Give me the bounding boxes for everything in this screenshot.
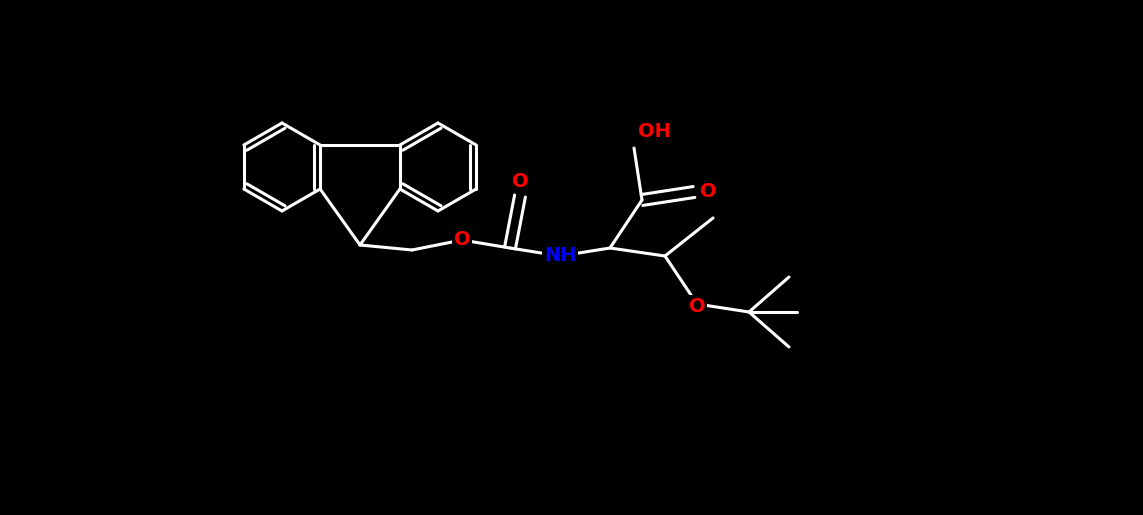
Text: O: O [689, 297, 705, 316]
Text: NH: NH [544, 247, 576, 266]
Text: OH: OH [638, 123, 671, 142]
Text: O: O [454, 231, 470, 249]
Text: O: O [700, 182, 717, 201]
Text: O: O [512, 173, 528, 192]
